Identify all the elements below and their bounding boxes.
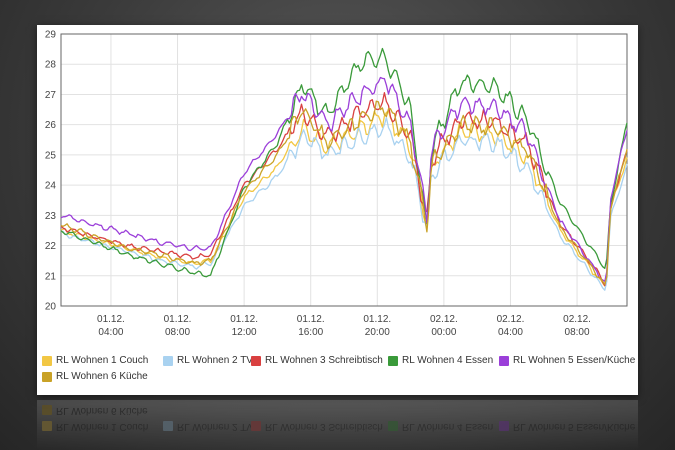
series-line-2: [60, 116, 628, 291]
legend-swatch: [42, 421, 52, 432]
legend-label: RL Wohnen 6 Küche: [56, 371, 148, 382]
y-tick-label: 23: [45, 211, 57, 222]
legend-swatch: [499, 421, 509, 432]
y-tick-label: 24: [45, 181, 57, 192]
legend-swatch: [42, 405, 52, 416]
legend-swatch: [499, 355, 509, 366]
x-tick-label: 02.12.: [497, 314, 525, 325]
legend-label: RL Wohnen 5 Essen/Küche: [513, 355, 636, 366]
x-tick-label: 08:00: [565, 327, 590, 338]
legend-label: RL Wohnen 1 Couch: [56, 355, 149, 366]
legend-label: RL Wohnen 4 Essen: [402, 421, 494, 432]
plot-frame: [60, 33, 628, 307]
reflection-legend-item[interactable]: RL Wohnen 1 Couch: [42, 421, 148, 432]
legend-swatch: [42, 355, 52, 366]
legend-reflection: RL Wohnen 1 Couch RL Wohnen 2 TV RL Wohnen…: [37, 400, 638, 450]
y-tick-label: 22: [45, 241, 57, 252]
x-tick-label: 20:00: [365, 327, 390, 338]
x-tick-label: 01.12.: [164, 314, 192, 325]
legend-label: RL Wohnen 3 Schreibtisch: [265, 421, 383, 432]
legend-swatch: [388, 355, 398, 366]
legend-item[interactable]: RL Wohnen 2 TV: [163, 355, 253, 366]
x-tick-label: 01.12.: [297, 314, 325, 325]
reflection-legend-item[interactable]: RL Wohnen 6 Küche: [42, 405, 148, 416]
y-tick-label: 27: [45, 90, 57, 101]
x-tick-label: 01.12.: [363, 314, 391, 325]
legend-label: RL Wohnen 6 Küche: [56, 405, 148, 416]
x-tick-label: 01.12.: [230, 314, 258, 325]
legend-swatch: [163, 421, 173, 432]
x-tick-label: 02.12.: [430, 314, 458, 325]
x-tick-label: 01.12.: [97, 314, 125, 325]
series-line-1: [60, 110, 628, 287]
x-tick-label: 08:00: [165, 327, 190, 338]
reflection-legend-item[interactable]: RL Wohnen 4 Essen: [388, 421, 493, 432]
legend-label: RL Wohnen 2 TV: [177, 355, 253, 366]
legend-item[interactable]: RL Wohnen 1 Couch: [42, 355, 148, 366]
series-line-5: [60, 76, 628, 283]
series-line-6: [60, 100, 628, 285]
legend-swatch: [42, 371, 52, 382]
series-line-4: [60, 47, 628, 278]
legend-item[interactable]: RL Wohnen 4 Essen: [388, 355, 493, 366]
y-tick-label: 29: [45, 30, 57, 41]
reflection-legend-item[interactable]: RL Wohnen 2 TV: [163, 421, 253, 432]
legend-swatch: [388, 421, 398, 432]
x-tick-label: 16:00: [298, 327, 323, 338]
series-line-3: [60, 92, 628, 287]
legend-label: RL Wohnen 2 TV: [177, 421, 253, 432]
y-tick-label: 26: [45, 120, 57, 131]
x-tick-label: 12:00: [232, 327, 257, 338]
y-tick-label: 25: [45, 150, 57, 161]
legend-item[interactable]: RL Wohnen 3 Schreibtisch: [251, 355, 383, 366]
legend-label: RL Wohnen 5 Essen/Küche: [513, 421, 636, 432]
chart-card: 20 21 22 23 24 25 26 27 28 29 01.12. 04:00 01.12. 08:…: [37, 25, 638, 395]
legend-swatch: [163, 355, 173, 366]
legend-label: RL Wohnen 3 Schreibtisch: [265, 355, 383, 366]
x-tick-label: 04:00: [498, 327, 523, 338]
reflection-legend-item[interactable]: RL Wohnen 3 Schreibtisch: [251, 421, 383, 432]
legend-label: RL Wohnen 1 Couch: [56, 421, 149, 432]
x-tick-label: 00:00: [431, 327, 456, 338]
legend-item[interactable]: RL Wohnen 6 Küche: [42, 371, 148, 382]
reflection-legend-item[interactable]: RL Wohnen 5 Essen/Küche: [499, 421, 635, 432]
legend-label: RL Wohnen 4 Essen: [402, 355, 494, 366]
y-tick-label: 21: [45, 271, 57, 282]
x-tick-label: 04:00: [98, 327, 123, 338]
x-tick-label: 02.12.: [563, 314, 591, 325]
legend-swatch: [251, 421, 261, 432]
legend-swatch: [251, 355, 261, 366]
line-chart: 20 21 22 23 24 25 26 27 28 29 01.12. 04:00 01.12. 08:…: [45, 30, 628, 338]
y-tick-label: 20: [45, 302, 57, 313]
y-tick-label: 28: [45, 60, 57, 71]
legend-item[interactable]: RL Wohnen 5 Essen/Küche: [499, 355, 635, 366]
